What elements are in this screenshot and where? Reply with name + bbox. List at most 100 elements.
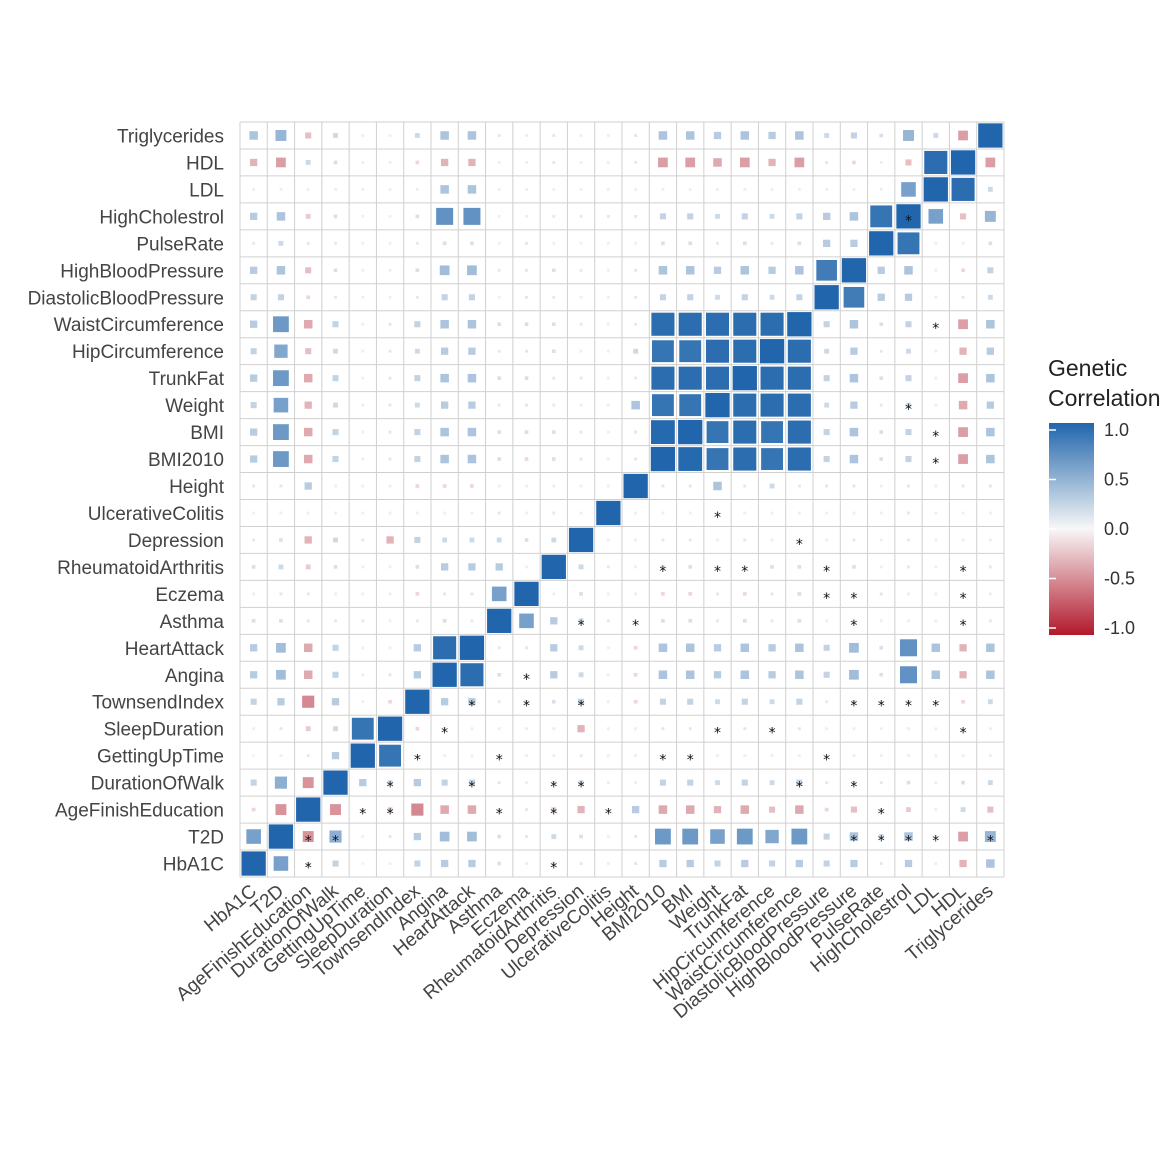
heatmap-cell (823, 833, 830, 840)
heatmap-cell (797, 565, 802, 569)
heatmap-cell (852, 754, 856, 758)
heatmap-cell (273, 424, 289, 440)
significance-star: * (796, 780, 803, 796)
heatmap-cell (251, 565, 256, 569)
heatmap-cell (276, 157, 286, 168)
heatmap-cell (279, 538, 283, 542)
heatmap-cell (688, 484, 692, 488)
heatmap-cell (333, 537, 338, 543)
heatmap-cell (934, 511, 938, 515)
heatmap-cell (823, 429, 830, 436)
heatmap-cell (877, 266, 885, 274)
significance-star: * (414, 753, 421, 769)
significance-star: * (932, 456, 939, 472)
heatmap-cell (273, 451, 289, 467)
heatmap-cell (306, 241, 310, 245)
heatmap-cell (388, 699, 392, 704)
heatmap-cell (306, 619, 310, 623)
heatmap-cell (497, 134, 501, 137)
heatmap-cell (467, 319, 477, 329)
heatmap-cell (928, 209, 944, 224)
heatmap-cell (795, 859, 803, 868)
heatmap-cell (797, 511, 801, 515)
heatmap-cell (687, 779, 694, 786)
heatmap-cell (387, 780, 393, 786)
heatmap-cell (414, 536, 421, 543)
heatmap-cell (361, 619, 365, 623)
heatmap-cell (329, 830, 342, 843)
heatmap-cell (934, 700, 938, 704)
heatmap-cell (302, 777, 314, 789)
heatmap-cell (578, 698, 585, 705)
heatmap-cell (959, 859, 967, 868)
heatmap-cell (850, 347, 858, 355)
heatmap-cell (551, 430, 556, 434)
heatmap-cell (651, 312, 675, 336)
heatmap-cell (787, 393, 811, 417)
heatmap-cell (879, 700, 883, 704)
heatmap-cell (525, 862, 528, 865)
heatmap-cell (279, 592, 283, 596)
heatmap-cell (633, 672, 638, 677)
heatmap-cell (497, 727, 501, 731)
significance-star: * (687, 753, 694, 769)
heatmap-cell (302, 695, 315, 708)
heatmap-cell (467, 373, 477, 383)
heatmap-cell (468, 698, 476, 706)
heatmap-cell (716, 511, 719, 515)
heatmap-cell (497, 511, 501, 515)
heatmap-cell (951, 177, 975, 201)
heatmap-cell (823, 671, 830, 678)
heatmap-cell (705, 366, 730, 390)
heatmap-cell (959, 347, 967, 355)
heatmap-cell (361, 160, 365, 164)
heatmap-cell (687, 698, 694, 705)
heatmap-cell (552, 727, 556, 731)
heatmap-cell (332, 321, 339, 328)
heatmap-cell (634, 214, 638, 218)
heatmap-cell (743, 565, 747, 569)
heatmap-cell (849, 669, 859, 680)
heatmap-cell (633, 645, 638, 650)
heatmap-cell (279, 619, 283, 623)
heatmap-cell (441, 698, 449, 706)
heatmap-cell (332, 429, 339, 436)
heatmap-cell (650, 446, 676, 472)
heatmap-cell (770, 241, 774, 245)
heatmap-cell (579, 241, 583, 245)
significance-star: * (960, 726, 967, 742)
heatmap-cell (334, 484, 337, 488)
heatmap-cell (850, 859, 858, 868)
heatmap-cells (239, 121, 1005, 878)
heatmap-cell (351, 717, 374, 740)
heatmap-cell (606, 862, 610, 865)
heatmap-cell (769, 699, 775, 705)
heatmap-cell (825, 592, 829, 596)
heatmap-cell (606, 781, 610, 785)
heatmap-cell (958, 454, 968, 464)
heatmap-cell (414, 429, 421, 436)
heatmap-cell (988, 565, 992, 569)
heatmap-cell (658, 266, 668, 275)
heatmap-cell (960, 807, 966, 813)
heatmap-cell (305, 726, 311, 732)
heatmap-cell (413, 832, 421, 841)
heatmap-cell (413, 778, 421, 787)
heatmap-cell (323, 770, 348, 795)
heatmap-cell (525, 754, 528, 758)
heatmap-cell (276, 266, 286, 275)
heatmap-cell (869, 231, 894, 256)
heatmap-cell (796, 294, 803, 301)
heatmap-cell (606, 160, 610, 164)
heatmap-cell (852, 727, 856, 731)
heatmap-cell (852, 592, 856, 596)
heatmap-cell (441, 294, 448, 301)
heatmap-cell (850, 132, 857, 139)
heatmap-cell (331, 698, 340, 706)
heatmap-cell (934, 457, 938, 461)
heatmap-cell (525, 727, 528, 731)
y-tick-label: Height (169, 477, 225, 498)
heatmap-cell (934, 808, 938, 812)
heatmap-cell (606, 403, 610, 407)
